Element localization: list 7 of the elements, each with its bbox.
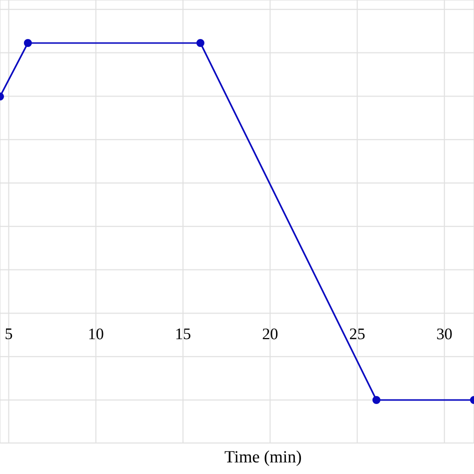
x-tick-label: 20	[262, 328, 278, 340]
x-tick-label: 5	[6, 328, 12, 340]
x-tick-label: 10	[89, 328, 104, 340]
x-tick-label: 15	[176, 328, 190, 340]
x-tick-label: 25	[350, 328, 365, 340]
x-axis-title: Time (min)	[224, 450, 301, 466]
x-tick-label: 30	[437, 328, 452, 340]
